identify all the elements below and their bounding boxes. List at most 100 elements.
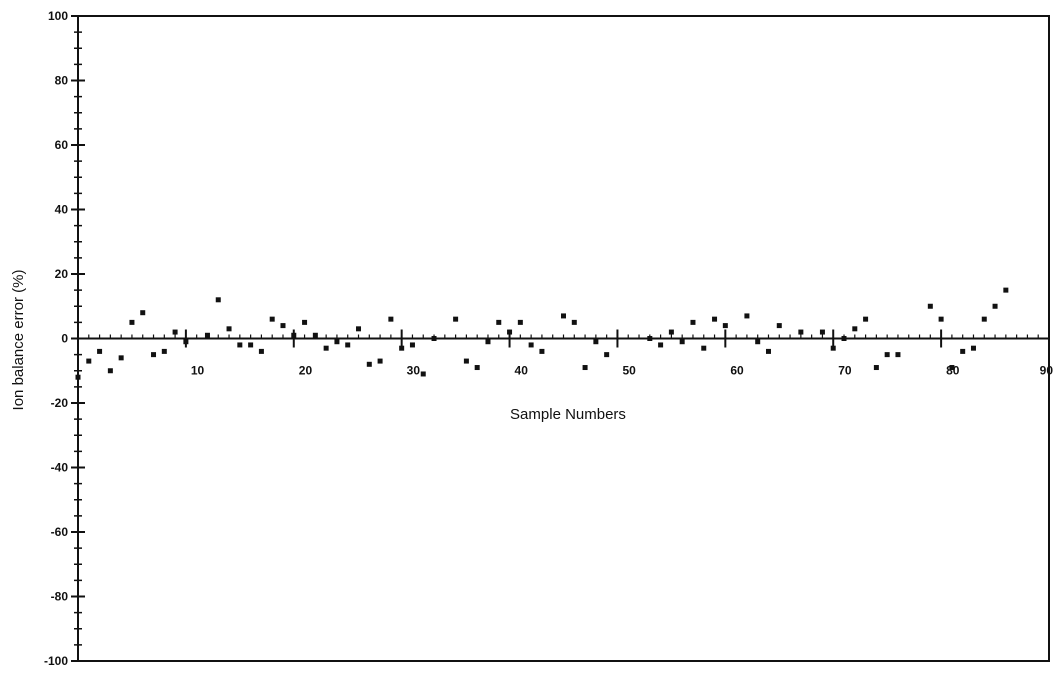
data-point [140, 310, 146, 316]
data-point [323, 345, 329, 351]
data-point [981, 316, 987, 322]
data-point [561, 313, 566, 319]
x-tick-label: 60 [730, 364, 744, 378]
x-tick-label: 50 [622, 364, 636, 378]
data-point [107, 368, 113, 374]
data-point [658, 342, 664, 348]
data-point [312, 332, 318, 338]
data-point [86, 358, 92, 364]
data-points [75, 287, 1009, 380]
data-point [755, 339, 761, 345]
data-point [334, 339, 340, 345]
y-tick-label: 40 [55, 203, 69, 217]
data-point [356, 326, 362, 332]
data-point [291, 332, 297, 338]
data-point [539, 348, 545, 354]
data-point [765, 348, 771, 354]
data-point [248, 342, 254, 348]
y-tick-label: -80 [51, 590, 69, 604]
data-point [528, 342, 534, 348]
data-point [819, 329, 825, 335]
data-point [237, 342, 243, 348]
data-point [798, 329, 804, 335]
data-point [280, 323, 286, 329]
x-tick-label: 10 [191, 364, 205, 378]
y-tick-label: -100 [44, 654, 68, 668]
data-point [884, 352, 890, 358]
data-point [161, 348, 167, 354]
data-point [647, 336, 653, 341]
x-tick-label: 90 [1040, 364, 1054, 378]
data-point [593, 339, 599, 345]
data-point [129, 319, 135, 325]
data-point [1003, 287, 1009, 293]
data-point [399, 345, 405, 351]
data-point [453, 316, 459, 322]
data-point [269, 316, 275, 322]
data-point [258, 348, 264, 354]
y-tick-label: 60 [55, 138, 69, 152]
x-axis-title: Sample Numbers [510, 406, 626, 423]
data-point [151, 352, 157, 358]
data-point [75, 374, 81, 380]
data-point [830, 345, 836, 351]
x-tick-label: 70 [838, 364, 852, 378]
data-point [712, 316, 718, 322]
data-point [690, 319, 696, 325]
data-point [420, 371, 426, 377]
data-point [938, 316, 944, 322]
y-tick-label: -40 [51, 461, 69, 475]
data-point [668, 329, 674, 335]
x-tick-label: 40 [515, 364, 529, 378]
data-point [927, 303, 933, 309]
y-tick-label: 20 [55, 267, 69, 281]
data-point [960, 348, 966, 354]
data-point [571, 319, 577, 325]
data-point [474, 365, 480, 371]
data-point [970, 345, 976, 351]
data-point [949, 365, 955, 371]
data-point [204, 332, 210, 338]
data-point [388, 316, 394, 322]
data-point [97, 348, 103, 354]
data-point [215, 297, 221, 303]
x-tick-label: 20 [299, 364, 313, 378]
data-point [744, 313, 750, 319]
data-point [345, 342, 351, 348]
x-tick-label: 30 [407, 364, 421, 378]
data-point [431, 336, 437, 341]
data-point [852, 326, 858, 332]
data-point [183, 339, 189, 345]
y-tick-label: -60 [51, 525, 69, 539]
y-tick-label: 0 [61, 332, 68, 346]
y-axis-title: Ion balance error (%) [10, 270, 27, 411]
data-point [409, 342, 415, 348]
data-point [517, 319, 523, 325]
data-point [118, 355, 124, 361]
data-point [895, 352, 901, 358]
data-point [582, 365, 588, 371]
y-tick-label: -20 [51, 396, 69, 410]
data-point [226, 326, 232, 332]
data-point [172, 329, 178, 335]
data-point [485, 339, 491, 345]
data-point [863, 316, 869, 322]
data-point [722, 323, 728, 329]
data-point [701, 345, 707, 351]
data-point [776, 323, 782, 329]
data-point [463, 358, 469, 364]
data-point [992, 303, 998, 309]
data-point [841, 336, 847, 341]
data-point [302, 319, 308, 325]
data-point [507, 329, 513, 335]
data-point [679, 339, 685, 345]
data-point [604, 352, 610, 358]
y-tick-label: 80 [55, 74, 69, 88]
data-point [377, 358, 383, 364]
y-tick-label: 100 [48, 9, 68, 23]
axis-ticks [71, 15, 1039, 662]
data-point [496, 319, 502, 325]
data-point [873, 365, 879, 371]
data-point [366, 361, 372, 367]
